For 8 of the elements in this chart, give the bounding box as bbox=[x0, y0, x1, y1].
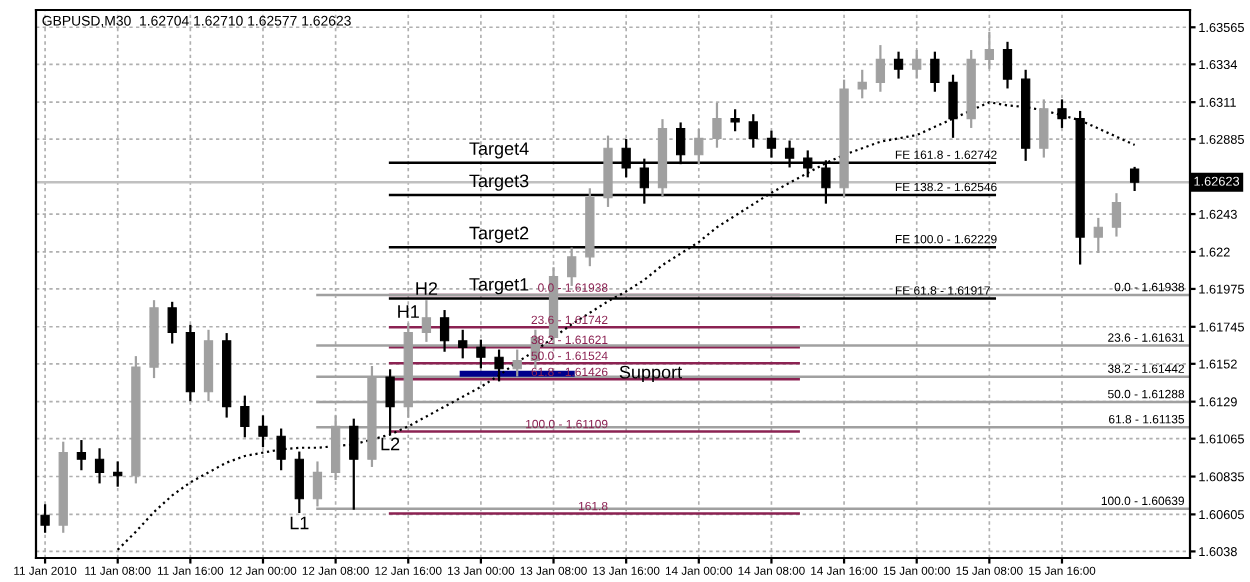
annotation: H1 bbox=[398, 305, 419, 318]
annotation: H2 bbox=[416, 282, 438, 295]
annotation: Target1 bbox=[469, 278, 529, 295]
annotation: Target4 bbox=[469, 142, 529, 159]
annotation: L2 bbox=[381, 437, 400, 451]
annotation: Target3 bbox=[469, 174, 529, 191]
annotation: L1 bbox=[290, 516, 309, 530]
annotation: Target2 bbox=[469, 226, 529, 243]
